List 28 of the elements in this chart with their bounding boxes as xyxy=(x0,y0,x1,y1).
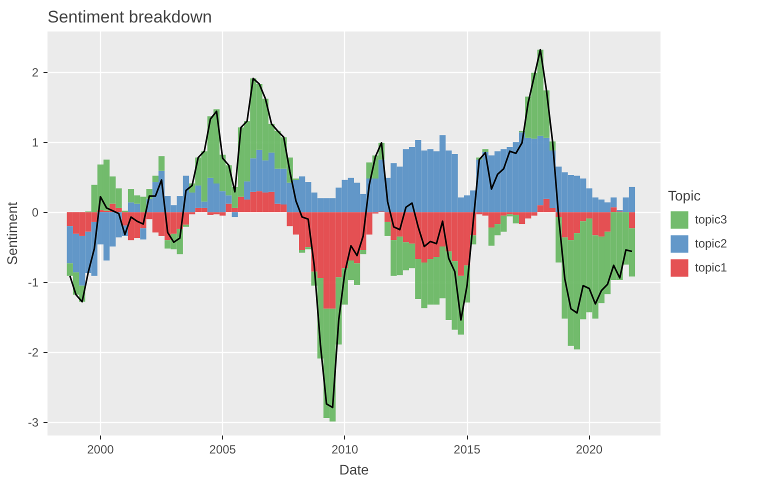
bar xyxy=(628,212,636,228)
line-series xyxy=(69,48,633,408)
bar xyxy=(360,250,366,254)
legend-label: topic3 xyxy=(695,212,728,226)
x-axis-title: Date xyxy=(339,462,369,478)
x-tick-label: 2000 xyxy=(87,442,114,456)
bar xyxy=(140,228,146,240)
bar xyxy=(482,149,488,152)
y-tick-label: -3 xyxy=(28,416,39,430)
legend-title: Topic xyxy=(668,188,702,204)
bar xyxy=(152,176,158,182)
y-tick-label: -1 xyxy=(28,276,39,290)
bar xyxy=(232,212,238,218)
y-tick-label: 1 xyxy=(32,136,39,150)
y-tick-label: 0 xyxy=(32,206,39,220)
legend-label: topic1 xyxy=(695,260,728,274)
y-tick-label: 2 xyxy=(32,66,39,80)
chart-title: Sentiment breakdown xyxy=(48,8,212,26)
x-tick-label: 2010 xyxy=(331,442,359,456)
bar xyxy=(299,250,306,253)
x-tick-label: 2015 xyxy=(454,442,481,456)
x-tick-label: 2005 xyxy=(209,442,236,456)
y-tick-label: -2 xyxy=(28,346,39,360)
bar xyxy=(158,156,165,171)
legend-label: topic2 xyxy=(695,236,728,250)
x-tick-label: 2020 xyxy=(576,442,603,456)
bar xyxy=(384,222,391,236)
y-axis-title: Sentiment xyxy=(4,202,20,266)
